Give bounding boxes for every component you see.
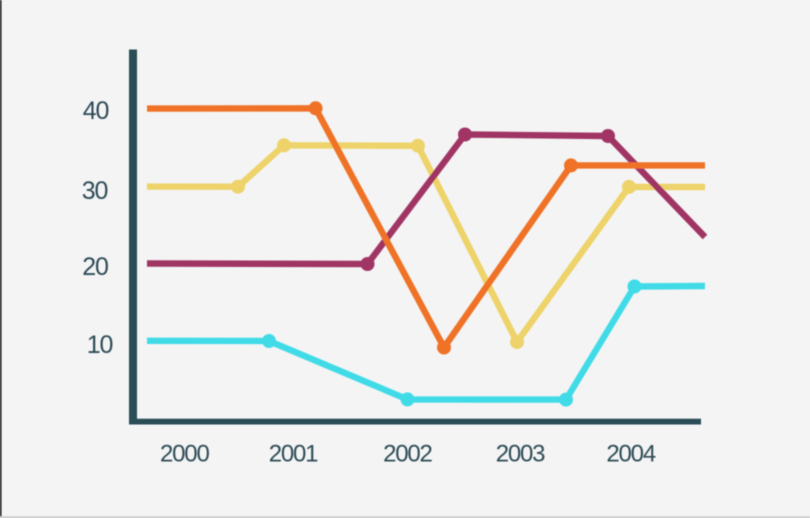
svg-text:2001: 2001	[269, 441, 318, 468]
svg-text:2002: 2002	[383, 441, 432, 468]
svg-text:2000: 2000	[160, 441, 209, 468]
svg-text:2004: 2004	[606, 441, 655, 468]
svg-text:2003: 2003	[496, 441, 545, 468]
svg-text:10: 10	[87, 331, 113, 359]
svg-text:40: 40	[83, 97, 109, 125]
svg-text:20: 20	[82, 253, 108, 281]
svg-text:30: 30	[82, 177, 108, 205]
